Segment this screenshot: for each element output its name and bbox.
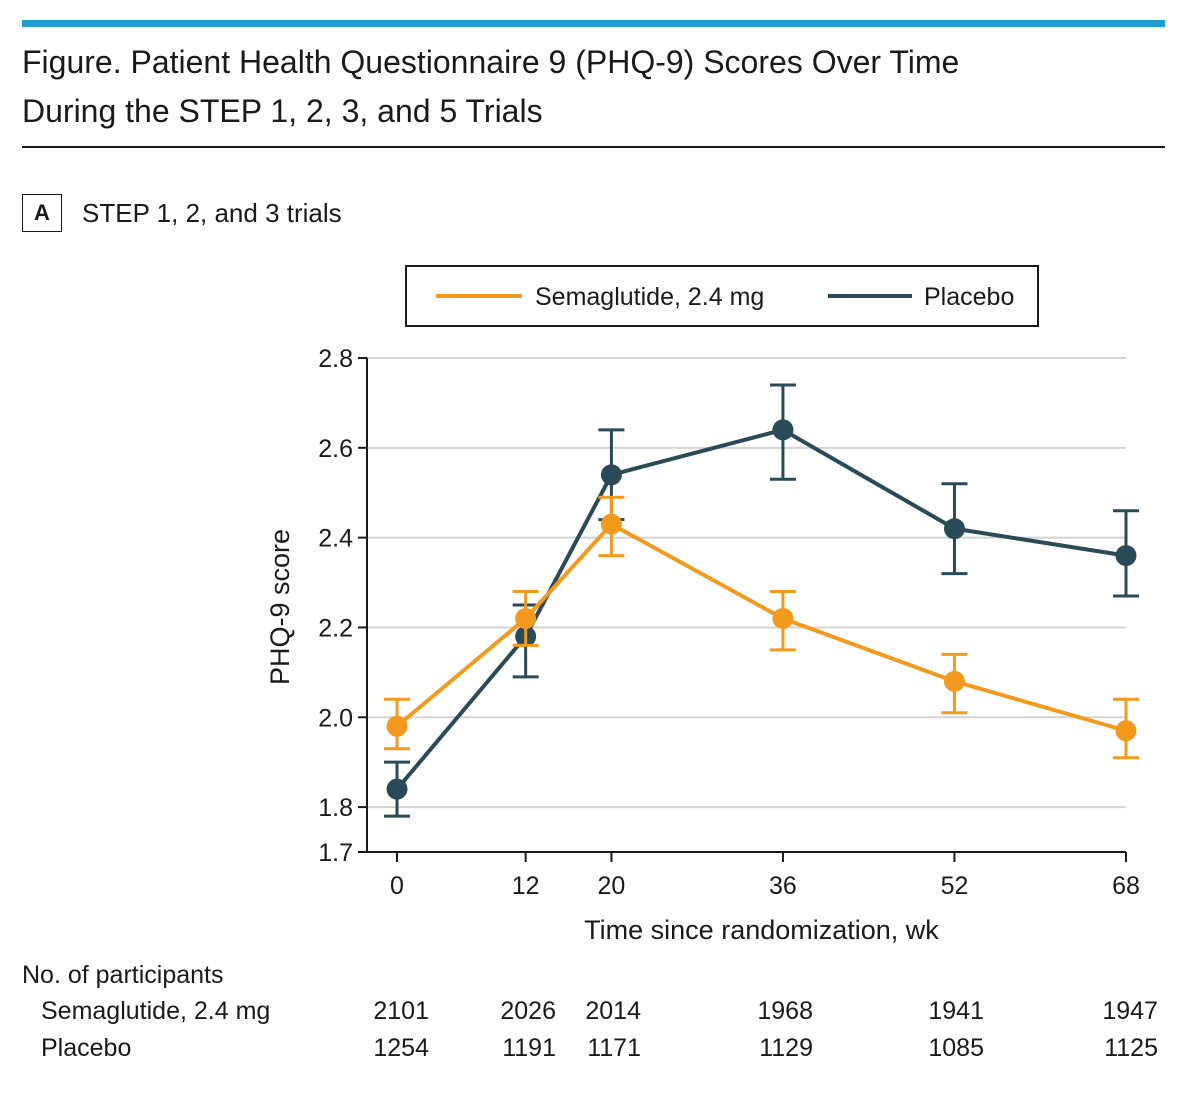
semaglutide-data-point xyxy=(386,715,408,737)
title-rule xyxy=(22,146,1165,148)
participants-semaglutide-count: 2101 xyxy=(373,997,429,1025)
semaglutide-data-point xyxy=(772,607,794,629)
y-tick-label: 2.2 xyxy=(318,614,353,642)
y-axis-title: PHQ-9 score xyxy=(265,529,295,685)
participants-placebo-count: 1129 xyxy=(759,1034,813,1062)
participants-placebo-count: 1085 xyxy=(928,1034,984,1062)
x-axis-title: Time since randomization, wk xyxy=(584,915,939,945)
participants-semaglutide-count: 1968 xyxy=(757,997,813,1025)
panel-header: A STEP 1, 2, and 3 trials xyxy=(22,193,342,233)
participants-semaglutide-count: 2014 xyxy=(585,997,641,1025)
participants-semaglutide-count: 2026 xyxy=(500,997,556,1025)
x-tick-label: 52 xyxy=(941,872,969,900)
x-tick-label: 12 xyxy=(512,872,540,900)
participants-semaglutide-count: 1947 xyxy=(1102,997,1158,1025)
panel-label: STEP 1, 2, and 3 trials xyxy=(82,197,342,228)
participants-heading: No. of participants xyxy=(22,961,224,989)
panel-letter-badge: A xyxy=(22,194,62,232)
legend-semaglutide-label: Semaglutide, 2.4 mg xyxy=(535,283,764,311)
y-tick-label: 2.6 xyxy=(318,435,353,463)
legend-placebo-label: Placebo xyxy=(924,283,1014,311)
y-tick-label: 1.8 xyxy=(318,794,353,822)
semaglutide-data-point xyxy=(1115,720,1137,742)
y-tick-label: 2.0 xyxy=(318,704,353,732)
participants-placebo-label: Placebo xyxy=(41,1034,131,1062)
x-tick-label: 20 xyxy=(598,872,626,900)
y-tick-label: 2.8 xyxy=(318,345,353,373)
figure-title-line-2: During the STEP 1, 2, 3, and 5 Trials xyxy=(22,93,543,129)
participants-semaglutide-count: 1941 xyxy=(928,997,984,1025)
semaglutide-series-line xyxy=(395,522,1127,733)
placebo-data-point xyxy=(600,464,622,486)
participants-placebo-count: 1171 xyxy=(587,1034,641,1062)
figure-title: Figure. Patient Health Questionnaire 9 (… xyxy=(22,38,1165,136)
participants-placebo-count: 1191 xyxy=(502,1034,556,1062)
placebo-series-line xyxy=(395,427,1127,791)
x-tick-label: 0 xyxy=(390,872,404,900)
semaglutide-data-point xyxy=(943,670,965,692)
participants-placebo-count: 1125 xyxy=(1104,1034,1158,1062)
figure-title-line-1: Figure. Patient Health Questionnaire 9 (… xyxy=(22,44,960,80)
participants-placebo-count: 1254 xyxy=(373,1034,429,1062)
placebo-data-point xyxy=(1115,545,1137,567)
x-tick-label: 36 xyxy=(769,872,797,900)
placebo-data-point xyxy=(386,778,408,800)
x-tick-label: 68 xyxy=(1112,872,1140,900)
top-accent-rule xyxy=(22,20,1165,27)
y-tick-label: 2.4 xyxy=(318,525,353,553)
participants-semaglutide-label: Semaglutide, 2.4 mg xyxy=(41,997,270,1025)
placebo-data-point xyxy=(772,419,794,441)
semaglutide-data-point xyxy=(600,513,622,535)
y-tick-label: 1.7 xyxy=(318,839,353,867)
placebo-data-point xyxy=(943,518,965,540)
semaglutide-data-point xyxy=(515,607,537,629)
